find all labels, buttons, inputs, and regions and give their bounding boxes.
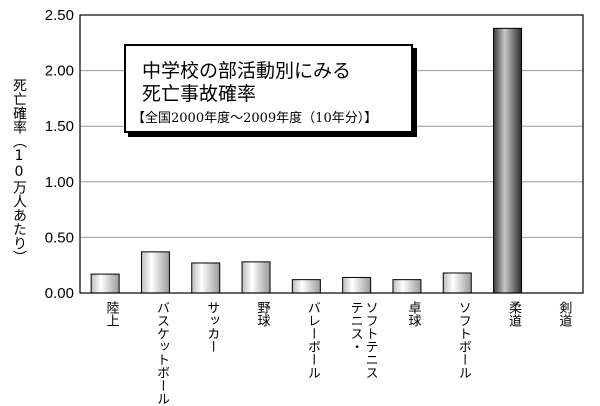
chart-subtitle: 【全国2000年度～2009年度（10年分）】	[132, 111, 378, 126]
x-tick-label: テニス・	[348, 301, 363, 353]
bar	[140, 251, 170, 294]
x-tick-label: 柔道	[506, 301, 522, 327]
bar	[291, 279, 321, 294]
bar	[90, 273, 120, 294]
chart-title-line2: 死亡事故確率	[142, 83, 257, 105]
y-tick-label: 2.50	[45, 7, 74, 24]
x-tick-label: ソフトボール	[456, 301, 471, 379]
y-tick-layer: 0.00 0.50 1.00 1.50 2.00 2.50	[45, 7, 74, 302]
y-tick-label: 1.50	[45, 118, 74, 135]
x-tick-label: 野球	[255, 301, 271, 327]
x-tick-label: 剣道	[556, 301, 572, 327]
y-tick-label: 1.00	[45, 174, 74, 191]
x-tick-label: ソフトテニス	[363, 301, 378, 379]
bar	[493, 27, 523, 294]
bar-layer	[90, 27, 523, 294]
plot-frame	[79, 14, 584, 294]
x-tick-label: 陸上	[104, 300, 120, 327]
bar	[392, 279, 422, 294]
axis-layer	[79, 14, 584, 294]
y-axis-label: 死亡確率（10万人あたり）	[11, 78, 27, 264]
x-tick-layer: 陸上 バスケットボール サッカー 野球 バレーボール テニス・ ソフトテニス 卓球 ソフトボール…	[104, 300, 572, 405]
title-box: 中学校の部活動別にみる 死亡事故確率 【全国2000年度～2009年度（10年分…	[124, 44, 413, 133]
y-tick-label: 0.50	[45, 229, 74, 246]
bar	[342, 276, 372, 294]
bar	[241, 261, 271, 294]
x-tick-label: 卓球	[405, 301, 421, 327]
x-tick-label: サッカー	[204, 301, 219, 353]
y-tick-label: 2.00	[45, 63, 74, 80]
y-tick-label: 0.00	[45, 285, 74, 302]
bar	[442, 272, 472, 294]
x-tick-label: バレーボール	[305, 301, 321, 379]
chart-title: 中学校の部活動別にみる	[142, 60, 352, 82]
x-tick-label: バスケットボール	[154, 301, 170, 405]
bar	[191, 262, 221, 294]
